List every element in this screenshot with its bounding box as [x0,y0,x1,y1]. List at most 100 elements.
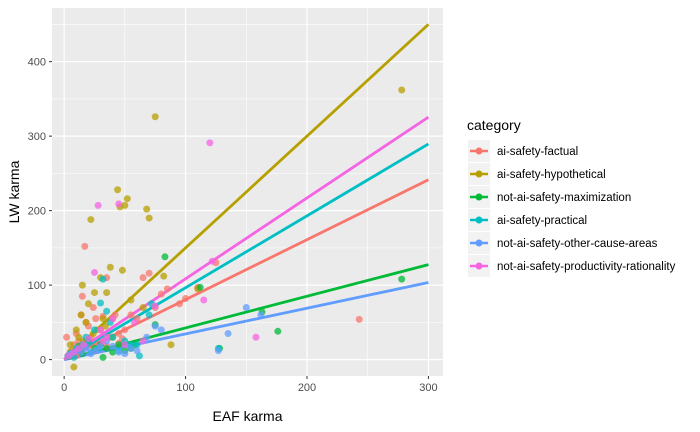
y-tick-label: 300 [28,131,46,143]
point-ai-safety-hypothetical [145,214,153,222]
point-ai-safety-hypothetical [121,201,129,209]
legend-item-not-ai-safety-other-cause-areas: not-ai-safety-other-cause-areas [468,232,658,254]
point-ai-safety-practical [145,311,153,319]
fit-line-not-ai-safety-productivity-rationality [63,115,430,361]
point-ai-safety-hypothetical [106,263,114,271]
point-ai-safety-factual [163,285,171,293]
fit-line-ai-safety-hypothetical [63,23,430,361]
fit-line-ai-safety-practical [63,142,430,361]
point-not-ai-safety-other-cause-areas [151,322,159,330]
point-ai-safety-hypothetical [91,289,98,297]
point-not-ai-safety-productivity-rationality [75,344,83,352]
legend-key-point [475,262,483,270]
point-ai-safety-hypothetical [151,113,159,121]
legend-item-ai-safety-factual: ai-safety-factual [468,140,578,162]
point-ai-safety-factual [81,242,89,250]
point-not-ai-safety-maximization [274,327,282,335]
point-ai-safety-hypothetical [77,311,85,319]
legend-item-not-ai-safety-maximization: not-ai-safety-maximization [468,186,631,208]
point-not-ai-safety-productivity-rationality [84,335,92,343]
point-not-ai-safety-other-cause-areas [157,326,165,334]
point-not-ai-safety-productivity-rationality [121,341,129,349]
point-ai-safety-factual [182,295,190,303]
point-ai-safety-hypothetical [398,86,406,94]
legend-label: ai-safety-hypothetical [497,169,606,181]
point-not-ai-safety-other-cause-areas [224,330,232,338]
legend-key-point [475,147,483,155]
point-not-ai-safety-other-cause-areas [97,342,105,350]
point-not-ai-safety-maximization [115,341,123,349]
point-ai-safety-factual [355,315,363,323]
y-tick-label: 400 [28,57,46,69]
legend-key-point [475,239,483,247]
point-ai-safety-hypothetical [114,186,122,194]
point-not-ai-safety-other-cause-areas [127,344,135,352]
point-ai-safety-factual [78,292,86,300]
point-not-ai-safety-other-cause-areas [133,347,141,355]
y-tick-label: 0 [40,355,46,367]
point-ai-safety-practical [135,352,143,360]
point-not-ai-safety-productivity-rationality [139,337,147,345]
legend-label: ai-safety-factual [497,146,578,158]
legend-title: category [467,117,521,133]
point-ai-safety-hypothetical [143,205,151,213]
point-not-ai-safety-productivity-rationality [94,201,102,209]
point-ai-safety-hypothetical [99,315,107,323]
point-ai-safety-hypothetical [160,272,168,280]
point-ai-safety-practical [109,333,117,341]
point-ai-safety-hypothetical [82,318,90,326]
legend-item-ai-safety-hypothetical: ai-safety-hypothetical [468,163,606,185]
point-ai-safety-factual [115,330,123,338]
point-ai-safety-practical [97,299,105,307]
point-not-ai-safety-productivity-rationality [80,341,88,349]
point-not-ai-safety-other-cause-areas [92,347,100,355]
point-ai-safety-hypothetical [87,216,95,224]
point-ai-safety-hypothetical [75,333,83,341]
legend-item-ai-safety-practical: ai-safety-practical [468,209,587,231]
point-ai-safety-factual [139,274,147,282]
point-ai-safety-practical [99,275,107,283]
legend-label: not-ai-safety-other-cause-areas [497,238,658,250]
major-gridlines [52,8,443,376]
y-axis-title: LW karma [6,160,22,223]
point-ai-safety-factual [92,315,100,323]
point-not-ai-safety-productivity-rationality [206,139,214,147]
point-ai-safety-hypothetical [103,289,111,297]
point-not-ai-safety-other-cause-areas [257,311,265,319]
point-not-ai-safety-other-cause-areas [242,303,250,311]
x-axis-title: EAF karma [212,408,282,424]
point-not-ai-safety-productivity-rationality [131,318,139,326]
point-ai-safety-factual [63,333,71,341]
point-ai-safety-factual [176,300,183,308]
point-ai-safety-hypothetical [118,266,126,274]
point-ai-safety-factual [121,326,129,334]
point-not-ai-safety-productivity-rationality [109,315,117,323]
axis-ticks: 0 100 200 300 0 100 200 300 400 [28,57,438,394]
point-ai-safety-factual [127,311,135,319]
point-not-ai-safety-maximization [398,275,406,283]
point-ai-safety-hypothetical [66,341,74,349]
x-tick-label: 200 [298,382,316,394]
x-tick-label: 0 [61,382,67,394]
point-ai-safety-hypothetical [72,326,80,334]
point-ai-safety-hypothetical [123,195,131,203]
point-not-ai-safety-productivity-rationality [252,333,260,341]
point-ai-safety-hypothetical [84,300,92,308]
point-not-ai-safety-other-cause-areas [115,348,123,356]
point-ai-safety-hypothetical [78,281,86,289]
point-ai-safety-factual [89,303,97,311]
data-points [63,86,406,371]
point-not-ai-safety-productivity-rationality [103,333,111,341]
point-ai-safety-hypothetical [167,341,175,349]
point-ai-safety-factual [157,290,165,298]
point-not-ai-safety-productivity-rationality [151,302,159,310]
point-ai-safety-practical [103,307,111,315]
point-not-ai-safety-maximization [109,348,117,356]
point-ai-safety-practical [133,341,141,349]
point-not-ai-safety-maximization [161,253,169,261]
point-not-ai-safety-maximization [103,344,111,352]
point-not-ai-safety-productivity-rationality [115,200,123,208]
point-not-ai-safety-productivity-rationality [65,352,73,360]
